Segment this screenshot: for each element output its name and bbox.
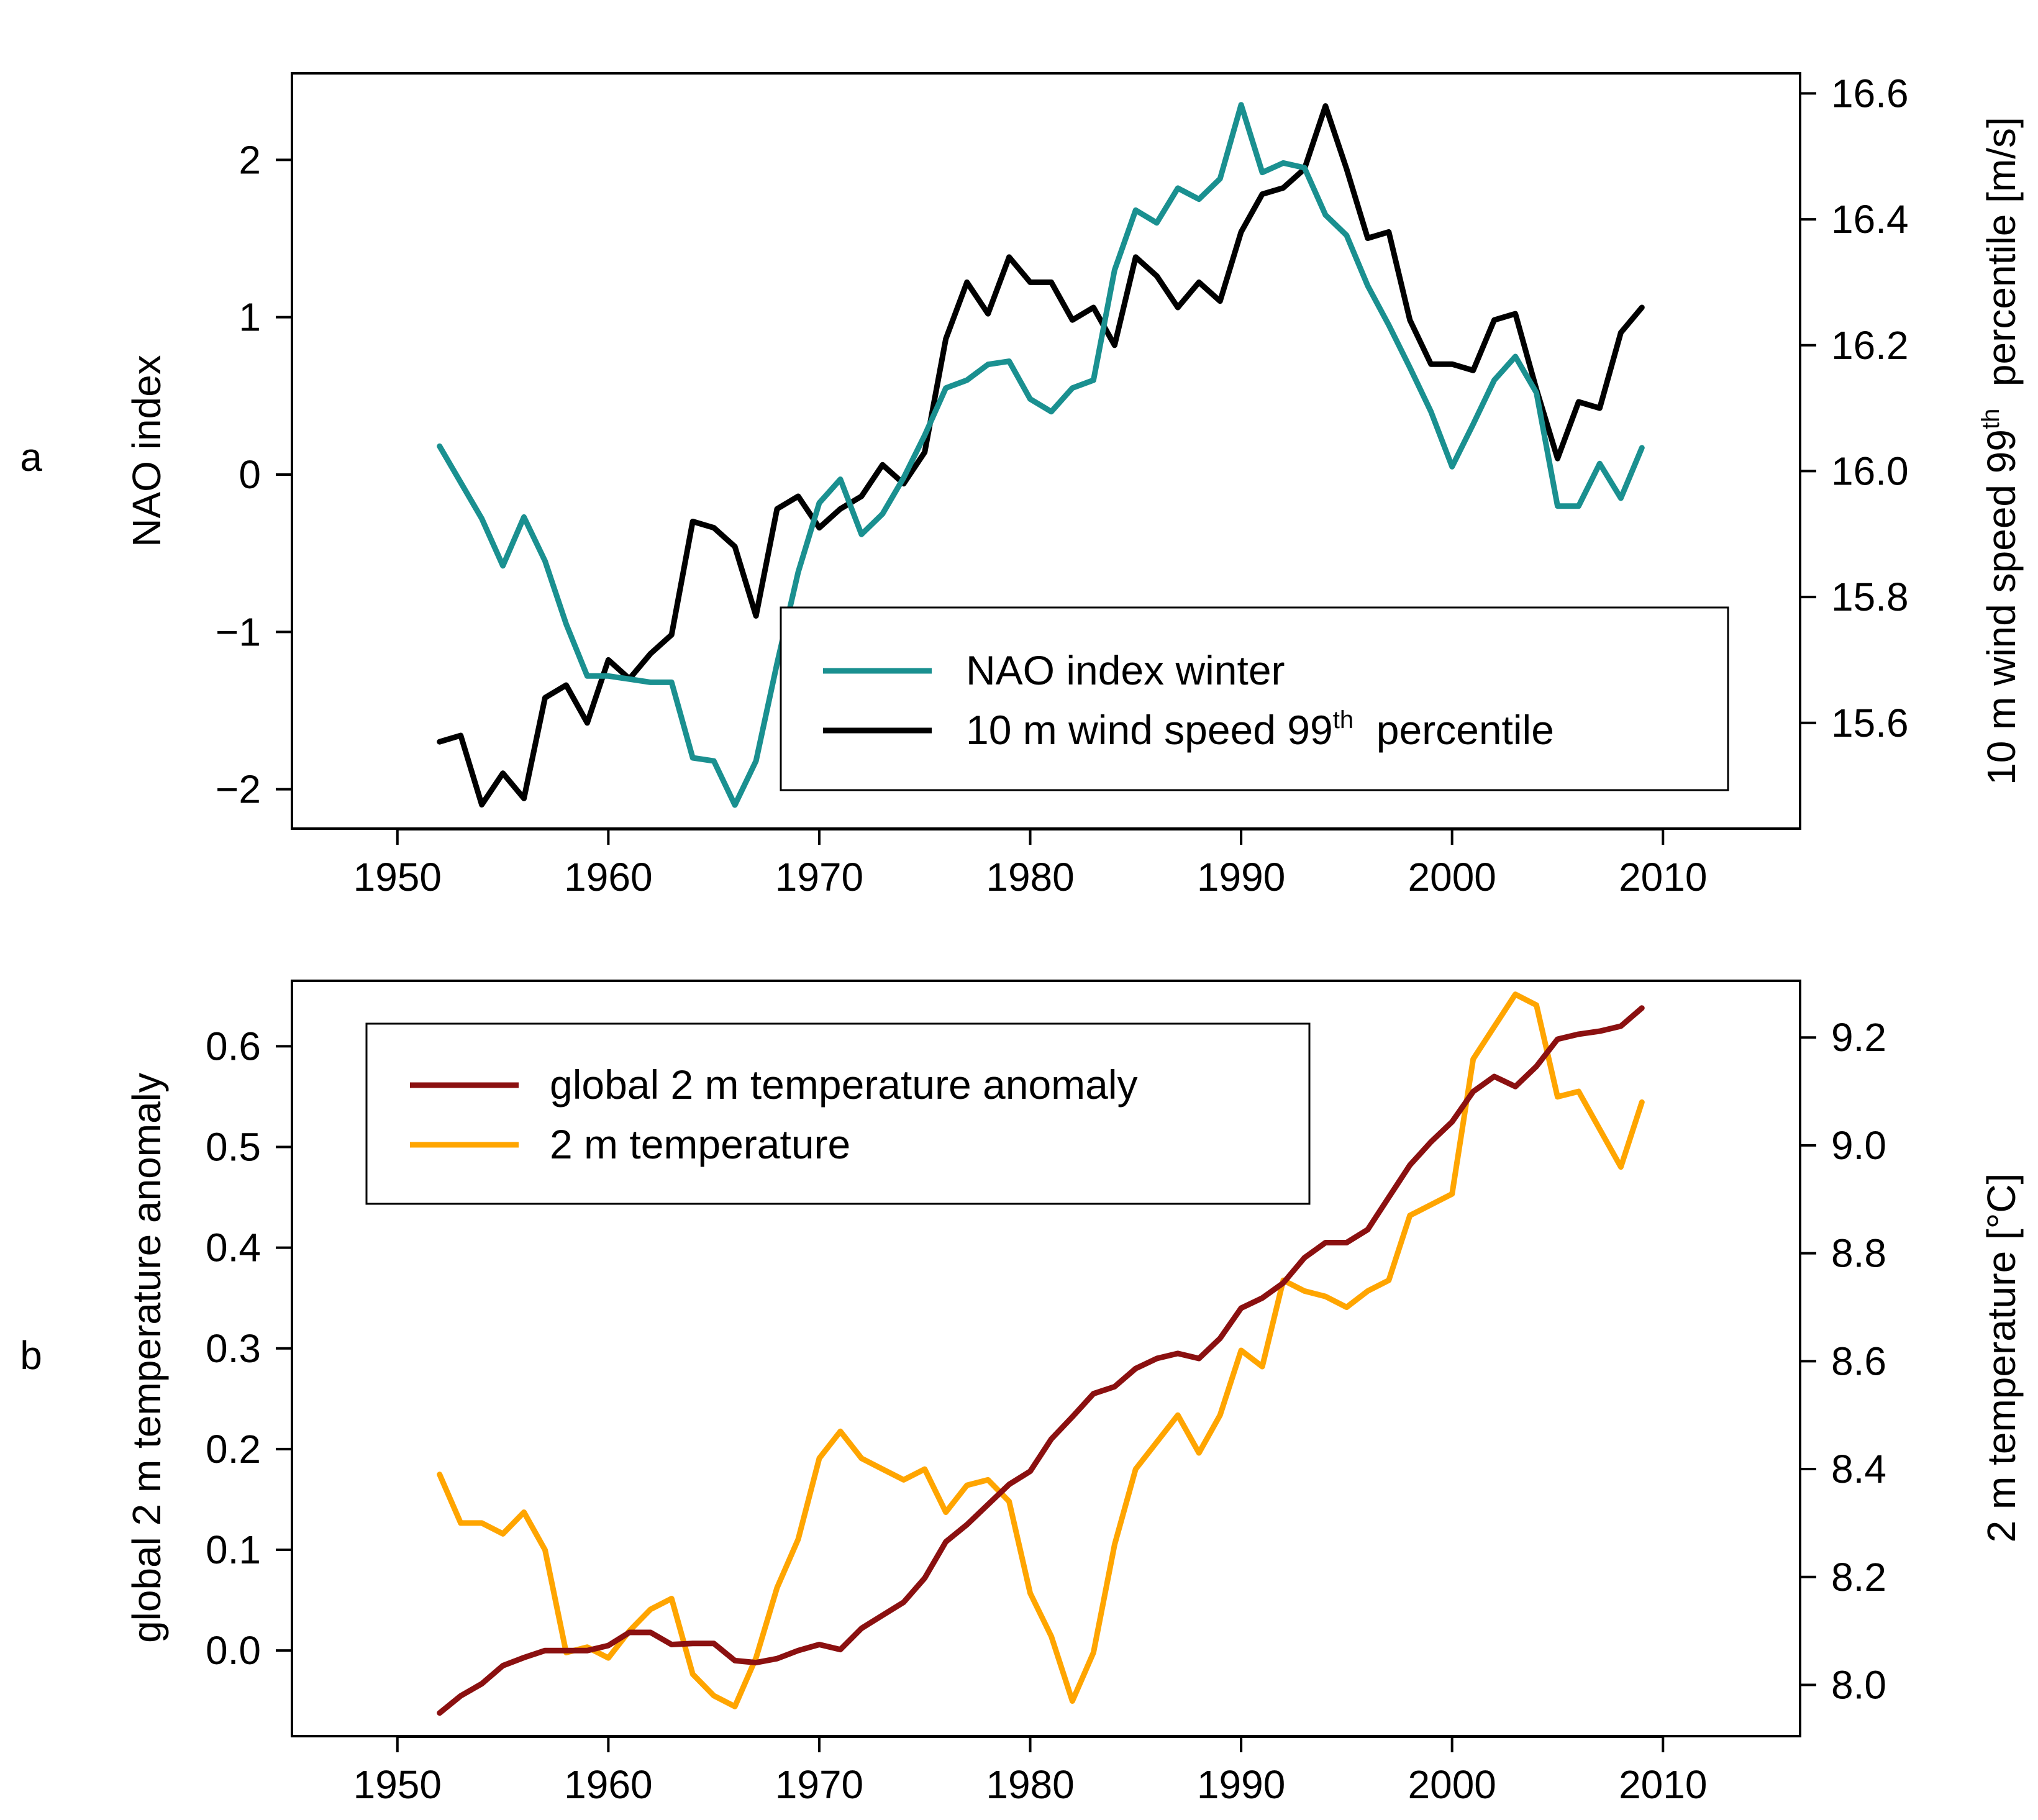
panel-b-legend: global 2 m temperature anomaly 2 m tempe…: [365, 1022, 1311, 1205]
panel-a-right-axis-label: 10 m wind speed 99th percentile [m/s]: [1977, 117, 2024, 785]
left-y-tick-label: −1: [216, 609, 261, 654]
panel-a-left-axis: −2 −1 0 1 2: [216, 137, 292, 812]
temperature-2m-line: [437, 991, 1645, 1709]
right-y-tick-label: 15.6: [1831, 701, 1909, 745]
legend-nao-label: NAO index winter: [966, 647, 1285, 693]
panel-a-legend-box: [780, 606, 1729, 791]
x-tick-label: 1990: [1197, 855, 1285, 899]
x-tick-label: 1960: [564, 1762, 652, 1807]
legend-temperature-label: 2 m temperature: [550, 1121, 850, 1167]
right-y-tick-label: 9.0: [1831, 1123, 1886, 1168]
right-y-tick-label: 8.8: [1831, 1231, 1886, 1276]
panel-a-right-label-rest: percentile [m/s]: [1979, 117, 2024, 409]
x-tick-label: 1980: [986, 1762, 1074, 1807]
right-y-tick-label: 8.0: [1831, 1662, 1886, 1707]
panel-b-label: b: [20, 1333, 42, 1378]
right-y-tick-label: 16.6: [1831, 71, 1909, 116]
legend-wind-label-sup: th: [1333, 706, 1353, 734]
right-y-tick-label: 15.8: [1831, 575, 1909, 619]
legend-wind-label: 10 m wind speed 99th percentile: [966, 706, 1554, 753]
left-y-tick-label: −2: [216, 767, 261, 812]
left-y-tick-label: 0.1: [206, 1527, 261, 1572]
panel-b: b 1950 1960 1970 1980 1990 2000 2010 0.0 0.1 0.2…: [20, 980, 2024, 1807]
left-y-tick-label: 0.5: [206, 1125, 261, 1170]
right-y-tick-label: 16.4: [1831, 197, 1909, 242]
panel-b-legend-box: [365, 1022, 1311, 1205]
x-tick-label: 1950: [353, 855, 442, 899]
left-y-tick-label: 0: [239, 452, 261, 497]
panel-b-left-axis: 0.0 0.1 0.2 0.3 0.4 0.5 0.6: [206, 1024, 292, 1673]
panel-b-left-axis-label: global 2 m temperature anomaly: [124, 1073, 169, 1643]
x-tick-label: 2010: [1619, 855, 1707, 899]
x-tick-label: 2000: [1408, 855, 1496, 899]
x-tick-label: 1950: [353, 1762, 442, 1807]
panel-a-right-label-main: 10 m wind speed 99: [1979, 429, 2024, 785]
x-tick-label: 2010: [1619, 1762, 1707, 1807]
right-y-tick-label: 8.2: [1831, 1555, 1886, 1599]
left-y-tick-label: 0.3: [206, 1326, 261, 1371]
x-tick-label: 2000: [1408, 1762, 1496, 1807]
panel-a-right-axis: 15.6 15.8 16.0 16.2 16.4 16.6: [1800, 71, 1909, 745]
left-y-tick-label: 0.4: [206, 1226, 261, 1270]
left-y-tick-label: 1: [239, 295, 261, 340]
left-y-tick-label: 0.0: [206, 1628, 261, 1673]
panel-a-right-label-sup: th: [1977, 409, 2004, 429]
left-y-tick-label: 2: [239, 137, 261, 182]
panel-b-right-axis-label: 2 m temperature [°C]: [1979, 1173, 2024, 1543]
panel-b-right-axis: 8.0 8.2 8.4 8.6 8.8 9.0 9.2: [1800, 1015, 1886, 1707]
legend-wind-label-rest: percentile: [1353, 707, 1554, 753]
right-y-tick-label: 16.0: [1831, 448, 1909, 493]
x-tick-label: 1960: [564, 855, 652, 899]
right-y-tick-label: 8.4: [1831, 1447, 1886, 1491]
nao-index-line: [437, 102, 1645, 808]
legend-anomaly-label: global 2 m temperature anomaly: [550, 1062, 1138, 1108]
panel-b-x-axis: 1950 1960 1970 1980 1990 2000 2010: [353, 1736, 1707, 1807]
global-anomaly-line: [437, 1005, 1645, 1716]
legend-wind-label-main: 10 m wind speed 99: [966, 707, 1333, 753]
panel-a-x-axis: 1950 1960 1970 1980 1990 2000 2010: [353, 828, 1707, 899]
right-y-tick-label: 8.6: [1831, 1339, 1886, 1383]
x-tick-label: 1970: [775, 1762, 863, 1807]
panel-a: a 1950 1960 1970 1980 1990 2000 2010 −2 −1 0 1 2 1…: [20, 71, 2024, 899]
panel-a-label: a: [20, 435, 42, 480]
nao-index-winter-line: [437, 103, 1645, 808]
x-tick-label: 1990: [1197, 1762, 1285, 1807]
right-y-tick-label: 9.2: [1831, 1015, 1886, 1060]
left-y-tick-label: 0.2: [206, 1427, 261, 1472]
right-y-tick-label: 16.2: [1831, 323, 1909, 368]
x-tick-label: 1980: [986, 855, 1074, 899]
x-tick-label: 1970: [775, 855, 863, 899]
left-y-tick-label: 0.6: [206, 1024, 261, 1068]
panel-a-legend: NAO index winter 10 m wind speed 99th pe…: [780, 606, 1729, 791]
panel-a-left-axis-label: NAO index: [124, 355, 169, 547]
